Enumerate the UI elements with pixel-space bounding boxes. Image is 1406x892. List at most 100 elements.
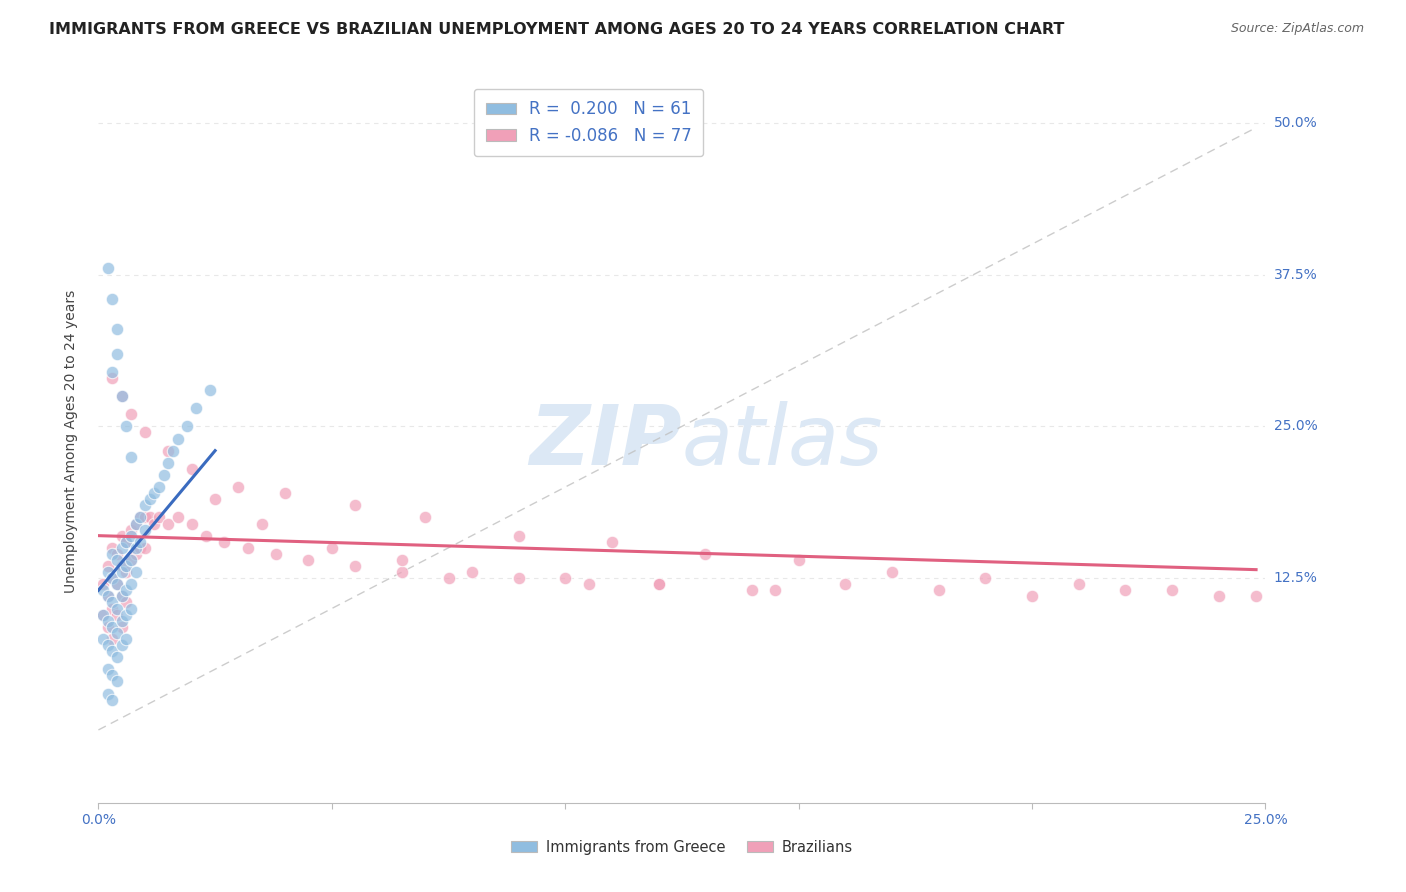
Point xyxy=(115,419,138,434)
Point xyxy=(105,607,128,622)
Point xyxy=(120,601,142,615)
Point xyxy=(101,668,124,682)
Point xyxy=(101,601,124,615)
Point xyxy=(152,467,174,482)
Point xyxy=(125,516,148,531)
Point xyxy=(508,571,530,585)
Text: atlas: atlas xyxy=(682,401,883,482)
Point xyxy=(105,322,128,336)
Point xyxy=(120,450,142,464)
Point xyxy=(115,534,138,549)
Point xyxy=(180,462,202,476)
Point xyxy=(647,577,669,591)
Text: ZIP: ZIP xyxy=(529,401,682,482)
Point xyxy=(101,692,124,706)
Point xyxy=(125,565,148,579)
Point xyxy=(139,510,162,524)
Y-axis label: Unemployment Among Ages 20 to 24 years: Unemployment Among Ages 20 to 24 years xyxy=(63,290,77,593)
Point xyxy=(101,371,124,385)
Point xyxy=(111,614,134,628)
Point xyxy=(111,389,134,403)
Point xyxy=(1161,583,1184,598)
Point xyxy=(91,607,114,622)
Point xyxy=(105,601,128,615)
Point xyxy=(321,541,343,555)
Point xyxy=(204,492,226,507)
Point xyxy=(344,559,367,574)
Point xyxy=(695,547,717,561)
Text: 12.5%: 12.5% xyxy=(1274,571,1317,585)
Point xyxy=(97,590,120,604)
Point xyxy=(105,577,128,591)
Point xyxy=(600,534,623,549)
Point xyxy=(125,547,148,561)
Point xyxy=(391,565,413,579)
Point xyxy=(250,516,273,531)
Point xyxy=(120,529,142,543)
Point xyxy=(120,577,142,591)
Point xyxy=(157,443,180,458)
Point xyxy=(111,565,134,579)
Point xyxy=(214,534,236,549)
Point xyxy=(134,425,156,440)
Point xyxy=(461,565,484,579)
Point xyxy=(115,559,138,574)
Point xyxy=(97,614,120,628)
Point xyxy=(101,292,124,306)
Point xyxy=(105,553,128,567)
Point xyxy=(162,443,184,458)
Point xyxy=(180,516,202,531)
Point xyxy=(157,516,180,531)
Point xyxy=(134,541,156,555)
Point xyxy=(120,553,142,567)
Point xyxy=(274,486,297,500)
Point xyxy=(129,510,152,524)
Point xyxy=(97,261,120,276)
Point xyxy=(97,590,120,604)
Point xyxy=(105,674,128,689)
Point xyxy=(101,620,124,634)
Point xyxy=(176,419,198,434)
Point xyxy=(105,650,128,665)
Point xyxy=(105,577,128,591)
Point xyxy=(115,632,138,646)
Point xyxy=(413,510,436,524)
Point xyxy=(115,583,138,598)
Point xyxy=(101,595,124,609)
Point xyxy=(148,480,170,494)
Point xyxy=(91,583,114,598)
Point xyxy=(143,486,166,500)
Point xyxy=(111,529,134,543)
Point xyxy=(91,632,114,646)
Point xyxy=(101,541,124,555)
Point xyxy=(297,553,319,567)
Point xyxy=(578,577,600,591)
Point xyxy=(264,547,287,561)
Point xyxy=(101,571,124,585)
Point xyxy=(157,456,180,470)
Point xyxy=(134,510,156,524)
Point xyxy=(880,565,903,579)
Text: 50.0%: 50.0% xyxy=(1274,116,1317,129)
Point xyxy=(101,632,124,646)
Point xyxy=(134,523,156,537)
Point xyxy=(97,686,120,700)
Point xyxy=(111,559,134,574)
Text: 25.0%: 25.0% xyxy=(1274,419,1317,434)
Point xyxy=(787,553,810,567)
Point xyxy=(115,534,138,549)
Point xyxy=(111,638,134,652)
Point xyxy=(105,547,128,561)
Point xyxy=(1244,590,1267,604)
Point xyxy=(143,516,166,531)
Text: 37.5%: 37.5% xyxy=(1274,268,1317,282)
Point xyxy=(1114,583,1136,598)
Point xyxy=(1021,590,1043,604)
Point xyxy=(647,577,669,591)
Point xyxy=(115,565,138,579)
Point xyxy=(741,583,763,598)
Point xyxy=(105,625,128,640)
Legend: Immigrants from Greece, Brazilians: Immigrants from Greece, Brazilians xyxy=(505,834,859,861)
Point xyxy=(111,620,134,634)
Point xyxy=(97,559,120,574)
